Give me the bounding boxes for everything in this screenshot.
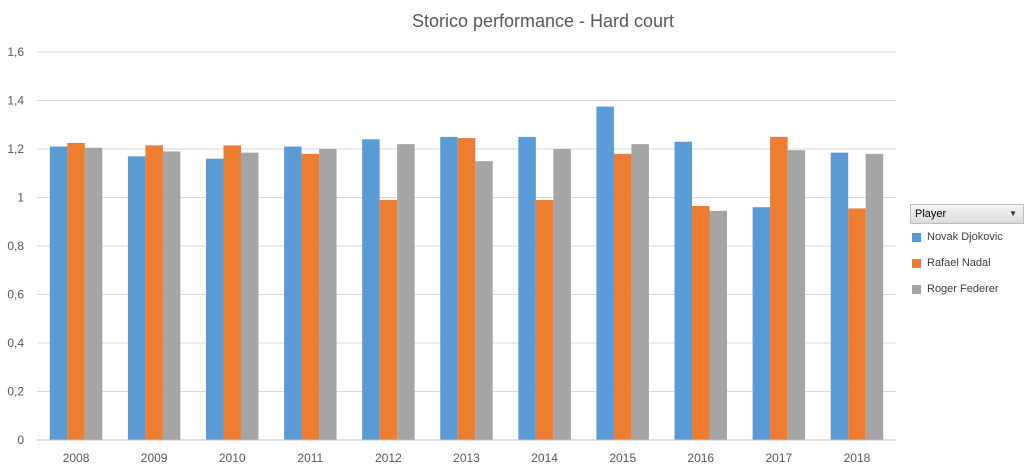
bar: [787, 150, 806, 440]
bar: [145, 145, 163, 441]
x-tick-label: 2017: [766, 451, 793, 465]
bar: [319, 149, 337, 440]
y-tick-label: 1,2: [7, 142, 24, 156]
bar: [205, 158, 224, 440]
x-tick-label: 2008: [63, 451, 90, 465]
bar: [379, 199, 398, 440]
bar: [301, 153, 320, 440]
x-tick-label: 2013: [453, 451, 480, 465]
bar: [865, 153, 884, 440]
legend-swatch: [912, 232, 921, 242]
bar: [162, 151, 181, 440]
bar: [49, 146, 68, 440]
x-tick-label: 2014: [531, 451, 558, 465]
legend-filter-dropdown[interactable]: Player ▼: [910, 204, 1024, 224]
x-tick-label: 2010: [219, 451, 246, 465]
bar: [613, 153, 632, 440]
legend-item[interactable]: Rafael Nadal: [910, 250, 1024, 276]
y-tick-label: 0,2: [7, 385, 24, 399]
bar: [284, 146, 302, 440]
legend-label: Novak Djokovic: [927, 231, 1003, 243]
x-axis-tick-labels: 2008 2009 2010 2011 2012 2013 2014 2015 2016 2017…: [63, 451, 871, 465]
bar: [553, 149, 571, 440]
bar: [440, 136, 458, 441]
bars: [49, 106, 884, 441]
y-tick-label: 1,4: [7, 94, 24, 108]
bar: [457, 138, 476, 440]
x-tick-label: 2012: [375, 451, 402, 465]
y-tick-label: 0,8: [7, 239, 24, 253]
bar: [535, 199, 554, 440]
bar: [67, 142, 85, 440]
legend-label: Roger Federer: [927, 283, 999, 295]
x-tick-label: 2016: [687, 451, 714, 465]
bar: [84, 147, 103, 441]
x-tick-label: 2018: [844, 451, 871, 465]
x-tick-label: 2015: [609, 451, 636, 465]
bar: [674, 141, 693, 441]
bar: [223, 145, 241, 441]
bar: [397, 144, 415, 440]
legend: Player ▼ Novak Djokovic Rafael Nadal Roger…: [910, 204, 1024, 302]
bar: [127, 156, 146, 440]
dropdown-arrow-icon[interactable]: ▼: [1009, 209, 1017, 218]
bar: [596, 106, 614, 440]
legend-item[interactable]: Roger Federer: [910, 276, 1024, 302]
bar: [848, 208, 866, 440]
y-tick-label: 1,6: [7, 45, 24, 59]
bar: [709, 210, 728, 440]
bar: [362, 139, 380, 441]
bar: [631, 144, 649, 440]
legend-title: Player: [915, 208, 947, 220]
bar: [240, 152, 259, 440]
legend-label: Rafael Nadal: [927, 257, 991, 269]
legend-item[interactable]: Novak Djokovic: [910, 224, 1024, 250]
legend-swatch: [912, 258, 921, 268]
legend-swatch: [912, 284, 921, 294]
y-tick-label: 0: [17, 433, 24, 447]
bar: [830, 152, 849, 440]
x-tick-label: 2009: [141, 451, 168, 465]
y-tick-label: 0,4: [7, 336, 24, 350]
y-tick-label: 0,6: [7, 288, 24, 302]
bar: [752, 207, 771, 440]
chart-title: Storico performance - Hard court: [412, 11, 674, 31]
legend-items: Novak Djokovic Rafael Nadal Roger Federer: [910, 224, 1024, 302]
bar: [518, 136, 536, 441]
bar: [475, 161, 493, 440]
y-axis-tick-labels: 0 0,2 0,4 0,6 0,8 1 1,2 1,4 1,6: [7, 45, 24, 447]
bar: [692, 205, 710, 440]
y-tick-label: 1: [17, 191, 24, 205]
bar: [770, 136, 788, 441]
x-tick-label: 2011: [297, 451, 323, 465]
